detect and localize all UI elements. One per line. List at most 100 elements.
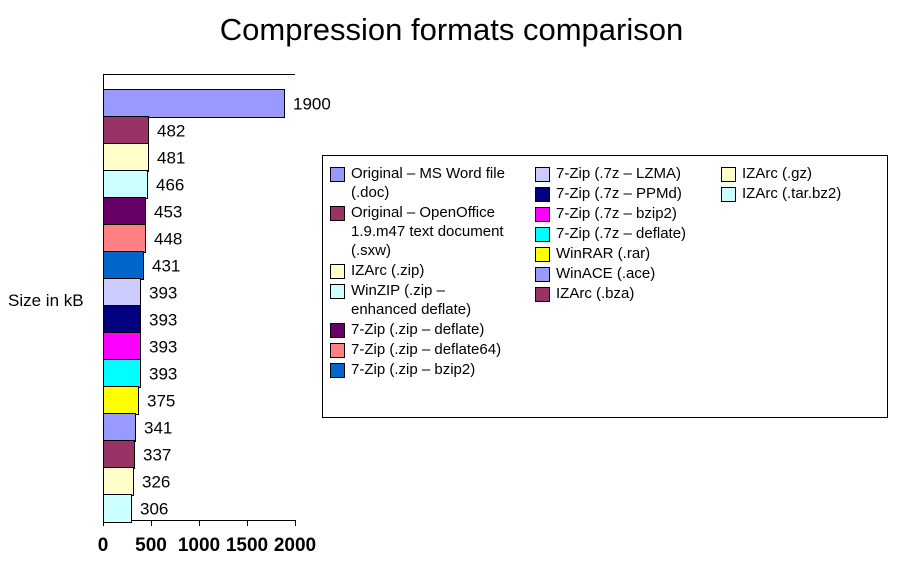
legend-swatch (535, 267, 550, 282)
y-axis-title: Size in kB (8, 291, 84, 310)
legend-column-3: IZArc (.gz) IZArc (.tar.bz2) (721, 164, 886, 204)
bar-value-label: 393 (149, 337, 178, 356)
legend-item: WinRAR (.rar) (535, 244, 715, 263)
bar (103, 116, 149, 145)
bar (103, 494, 132, 523)
legend-column-2: 7-Zip (.7z – LZMA) 7-Zip (.7z – PPMd) 7-Zi… (535, 164, 715, 304)
bar (103, 332, 141, 361)
legend-item: 7-Zip (.7z – deflate) (535, 224, 715, 243)
legend-swatch (535, 247, 550, 262)
legend-swatch (330, 363, 345, 378)
bar (103, 197, 146, 226)
bar-value-label: 431 (152, 256, 181, 275)
legend-swatch (535, 167, 550, 182)
x-axis-tick (151, 520, 152, 526)
legend-swatch (535, 227, 550, 242)
legend-item: IZArc (.zip) (330, 261, 530, 280)
bar-value-label: 1900 (293, 94, 331, 113)
bar (103, 251, 144, 280)
legend-item-label: IZArc (.gz) (742, 165, 812, 182)
legend-item-label: 7-Zip (.7z – deflate) (556, 225, 687, 242)
bar-row: 393 (0, 332, 903, 361)
legend-item: 7-Zip (.7z – PPMd) (535, 184, 715, 203)
legend-swatch (330, 284, 345, 299)
legend-item-label: 7-Zip (.7z – LZMA) (556, 165, 682, 182)
legend-swatch (330, 206, 345, 221)
x-axis-tick (103, 520, 104, 526)
bar-value-label: 393 (149, 310, 178, 329)
bar-row: 1900 (0, 89, 903, 118)
bar (103, 359, 141, 388)
legend-swatch (721, 167, 736, 182)
legend-swatch (330, 167, 345, 182)
legend-swatch (330, 343, 345, 358)
legend-item-label: 7-Zip (.7z – PPMd) (556, 185, 682, 202)
legend-item: 7-Zip (.zip – bzip2) (330, 360, 530, 379)
legend-item-label: IZArc (.zip) (351, 262, 425, 279)
legend-item: WinACE (.ace) (535, 264, 715, 283)
legend-item-label: 7-Zip (.zip – deflate) (351, 321, 485, 338)
chart-title: Compression formats comparison (219, 12, 684, 47)
legend-item: 7-Zip (.zip – deflate64) (330, 340, 530, 359)
legend-item: IZArc (.bza) (535, 284, 715, 303)
legend-item: Original – MS Word file (.doc) (330, 164, 530, 202)
bar-row: 337 (0, 440, 903, 469)
legend-item-label: IZArc (.tar.bz2) (742, 185, 842, 202)
plot-top-border (103, 74, 295, 75)
bar (103, 440, 135, 469)
bar (103, 386, 139, 415)
bar-value-label: 375 (147, 391, 176, 410)
legend-item-label: Original – OpenOffice 1.9.m47 text docum… (351, 204, 504, 259)
x-axis-tick-label: 1500 (225, 535, 269, 556)
bar-row: 393 (0, 305, 903, 334)
legend-item: IZArc (.gz) (721, 164, 886, 183)
x-axis-tick-label: 500 (135, 535, 167, 556)
legend-item: IZArc (.tar.bz2) (721, 184, 886, 203)
bar (103, 467, 134, 496)
bar-value-label: 393 (149, 283, 178, 302)
bar-value-label: 466 (156, 175, 185, 194)
legend-item-label: Original – MS Word file (.doc) (351, 165, 505, 201)
x-axis-tick (199, 520, 200, 526)
legend: Original – MS Word file (.doc) Original –… (322, 155, 888, 418)
bar-value-label: 306 (140, 499, 169, 518)
legend-item: 7-Zip (.7z – LZMA) (535, 164, 715, 183)
legend-swatch (535, 187, 550, 202)
legend-item-label: WinZIP (.zip – enhanced deflate) (351, 282, 472, 318)
bar-row: 482 (0, 116, 903, 145)
legend-item-label: WinACE (.ace) (556, 265, 656, 282)
bar (103, 170, 148, 199)
legend-swatch (535, 207, 550, 222)
bar-value-label: 448 (154, 229, 183, 248)
bar-row: 448 (0, 224, 903, 253)
legend-item-label: WinRAR (.rar) (556, 245, 651, 262)
bar-value-label: 481 (157, 148, 186, 167)
legend-item-label: IZArc (.bza) (556, 285, 635, 302)
bar (103, 305, 141, 334)
bar-value-label: 393 (149, 364, 178, 383)
bar (103, 89, 285, 118)
bar-value-label: 326 (142, 472, 171, 491)
legend-item-label: 7-Zip (.zip – bzip2) (351, 361, 476, 378)
bar-row: 326 (0, 467, 903, 496)
legend-swatch (330, 264, 345, 279)
legend-swatch (535, 287, 550, 302)
legend-item: 7-Zip (.zip – deflate) (330, 320, 530, 339)
legend-item-label: 7-Zip (.zip – deflate64) (351, 341, 502, 358)
bar (103, 278, 141, 307)
bar (103, 413, 136, 442)
legend-item: Original – OpenOffice 1.9.m47 text docum… (330, 203, 530, 260)
x-axis-tick (247, 520, 248, 526)
x-axis-tick (295, 520, 296, 526)
legend-swatch (330, 323, 345, 338)
x-axis-tick-label: 0 (97, 535, 109, 556)
bar-value-label: 337 (143, 445, 172, 464)
bar (103, 143, 149, 172)
legend-item: 7-Zip (.7z – bzip2) (535, 204, 715, 223)
bar-row: 375 (0, 386, 903, 415)
bar-row: 481 (0, 143, 903, 172)
x-axis-tick-label: 1000 (177, 535, 221, 556)
bar (103, 224, 146, 253)
bar-value-label: 341 (144, 418, 173, 437)
